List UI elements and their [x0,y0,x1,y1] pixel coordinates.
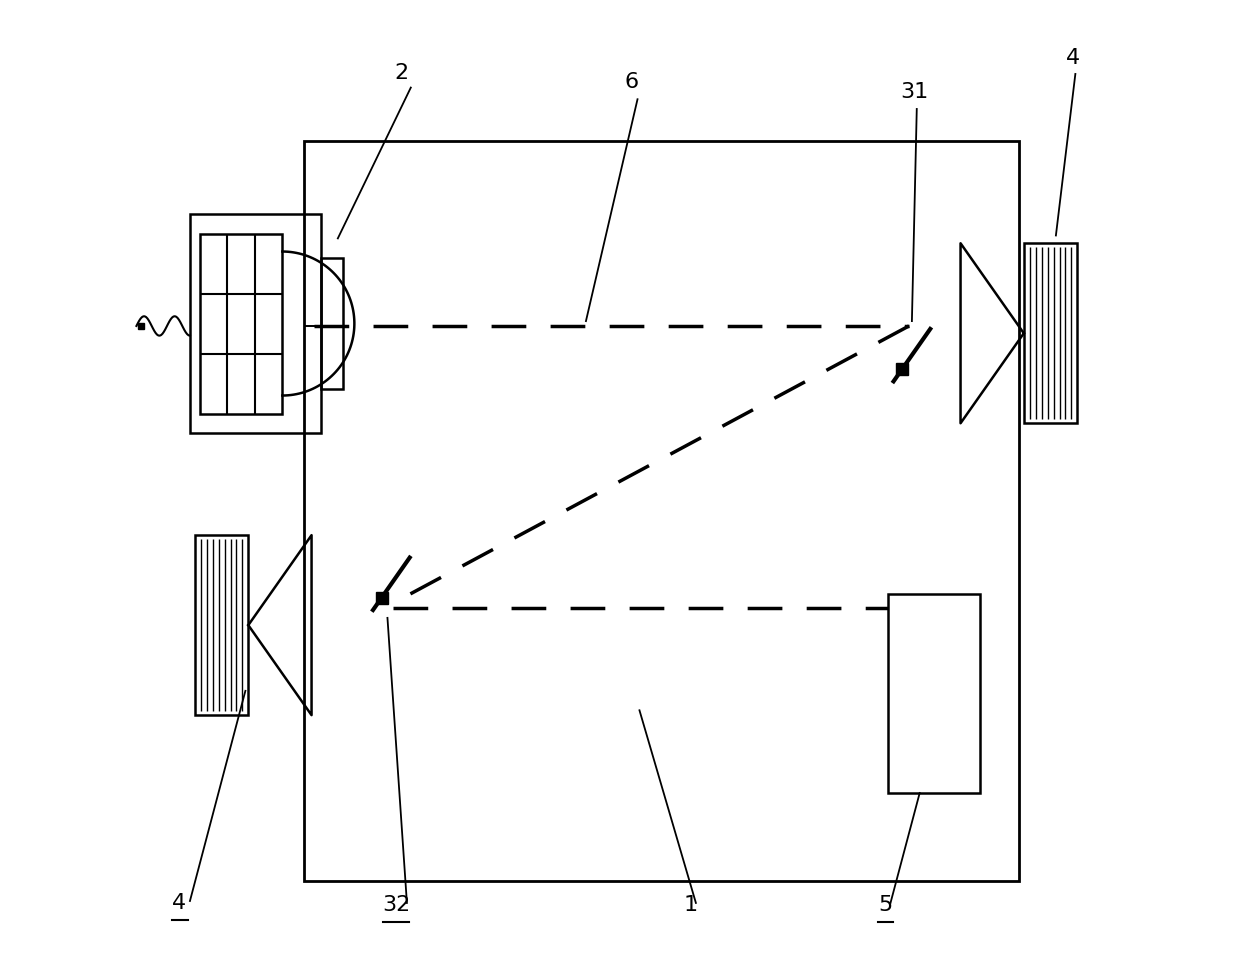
Text: 2: 2 [394,62,408,83]
Bar [321,258,342,389]
Text: 4: 4 [1065,48,1080,68]
Bar [888,594,980,793]
Bar [195,535,248,715]
Text: 32: 32 [383,894,410,915]
Bar [190,214,321,433]
Bar [304,141,1019,881]
Bar [200,234,283,414]
Bar [1024,243,1078,423]
Text: 6: 6 [625,72,639,92]
Text: 31: 31 [900,82,929,102]
Text: 5: 5 [878,894,892,915]
Text: 1: 1 [683,894,697,915]
Text: 4: 4 [172,892,186,913]
